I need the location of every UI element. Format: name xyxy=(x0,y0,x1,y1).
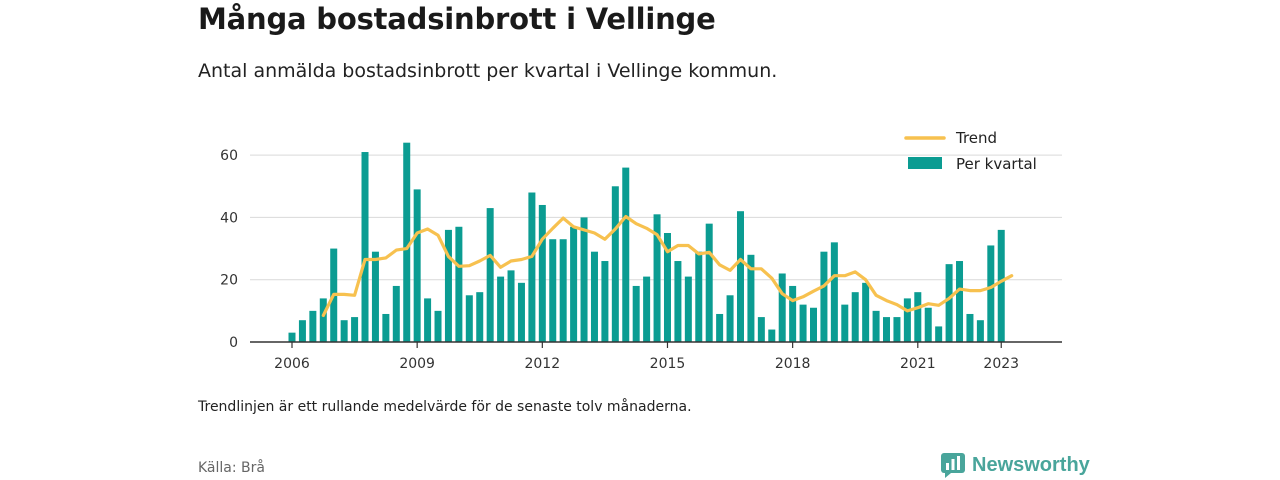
x-tick-label-2012: 2012 xyxy=(524,356,560,372)
bar-64 xyxy=(956,261,964,342)
bar-7 xyxy=(361,152,369,342)
bar-62 xyxy=(935,326,943,342)
bar-14 xyxy=(434,310,442,342)
legend-trend-label: Trend xyxy=(955,129,997,147)
bar-2 xyxy=(309,310,317,342)
bar-0 xyxy=(288,332,296,342)
x-tick-label-2023: 2023 xyxy=(983,356,1019,372)
bar-63 xyxy=(945,264,953,342)
bar-16 xyxy=(455,226,463,342)
bar-60 xyxy=(914,292,922,342)
bar-11 xyxy=(403,142,411,342)
bar-21 xyxy=(507,270,515,342)
bar-41 xyxy=(716,313,724,342)
bar-67 xyxy=(987,245,995,342)
bar-32 xyxy=(622,167,630,342)
bar-50 xyxy=(810,307,817,342)
bar-49 xyxy=(799,304,807,342)
bar-10 xyxy=(392,285,400,342)
bar-58 xyxy=(893,317,901,342)
bar-23 xyxy=(528,192,536,342)
bar-55 xyxy=(862,282,870,342)
bar-46 xyxy=(768,329,776,342)
newsworthy-logo-text: Newsworthy xyxy=(972,453,1090,476)
bar-37 xyxy=(674,261,682,342)
bar-68 xyxy=(997,229,1005,342)
newsworthy-logo-icon xyxy=(941,453,965,478)
y-tick-label-20: 20 xyxy=(220,273,238,289)
bar-28 xyxy=(580,217,588,342)
x-tick-label-2009: 2009 xyxy=(399,356,435,372)
bar-36 xyxy=(663,233,671,342)
bar-15 xyxy=(444,229,452,342)
bar-44 xyxy=(747,254,755,342)
bar-22 xyxy=(517,282,525,342)
chart-title: Många bostadsinbrott i Vellinge xyxy=(198,2,716,36)
bar-20 xyxy=(497,276,505,342)
bar-8 xyxy=(371,251,379,342)
legend-bar-swatch xyxy=(908,157,942,169)
bar-38 xyxy=(684,276,692,342)
bar-40 xyxy=(705,223,713,342)
bar-9 xyxy=(382,313,390,342)
bar-17 xyxy=(465,295,473,342)
bar-12 xyxy=(413,189,421,342)
legend-bar-label: Per kvartal xyxy=(956,155,1037,173)
bar-25 xyxy=(549,239,557,342)
x-tick-label-2018: 2018 xyxy=(775,356,811,372)
bar-61 xyxy=(924,307,932,342)
bar-39 xyxy=(695,251,703,342)
bar-31 xyxy=(611,186,619,342)
bar-47 xyxy=(778,273,786,342)
bars xyxy=(288,142,1005,342)
bar-13 xyxy=(424,298,432,342)
source-label: Källa: Brå xyxy=(198,460,265,476)
bar-53 xyxy=(841,304,849,342)
trend-line-layer xyxy=(321,214,1014,318)
bar-54 xyxy=(851,292,859,342)
x-tick-label-2015: 2015 xyxy=(650,356,686,372)
bar-65 xyxy=(966,313,974,342)
bar-24 xyxy=(538,204,546,342)
bar-66 xyxy=(976,320,984,342)
bar-59 xyxy=(903,298,911,342)
footnote: Trendlinjen är ett rullande medelvärde f… xyxy=(198,399,692,415)
newsworthy-logo: Newsworthy xyxy=(940,451,1090,479)
bar-42 xyxy=(726,295,734,342)
bar-1 xyxy=(298,320,306,342)
bar-56 xyxy=(872,310,880,342)
bar-27 xyxy=(570,226,578,342)
bar-18 xyxy=(476,292,484,342)
bar-45 xyxy=(757,317,765,342)
bar-19 xyxy=(486,208,494,342)
bar-30 xyxy=(601,261,609,342)
bar-line-chart: 0 20 40 60 2006 2009 2012 2015 2018 2021 2023 Tren… xyxy=(220,129,1062,372)
bar-33 xyxy=(632,285,640,342)
bar-35 xyxy=(653,214,661,342)
bar-26 xyxy=(559,239,567,342)
bar-43 xyxy=(736,211,744,342)
legend: Trend Per kvartal xyxy=(904,129,1037,173)
bar-5 xyxy=(340,320,348,342)
axes: 0 20 40 60 2006 2009 2012 2015 2018 2021 2023 xyxy=(220,148,1062,372)
bar-29 xyxy=(590,251,598,342)
bar-52 xyxy=(830,242,838,342)
bar-48 xyxy=(789,285,797,342)
y-tick-label-60: 60 xyxy=(220,148,238,164)
x-tick-label-2021: 2021 xyxy=(900,356,936,372)
bar-3 xyxy=(319,298,327,342)
trend-line xyxy=(321,214,1014,318)
y-tick-label-0: 0 xyxy=(229,335,238,351)
bar-34 xyxy=(643,276,651,342)
bar-57 xyxy=(883,317,891,342)
bar-51 xyxy=(820,251,828,342)
y-tick-label-40: 40 xyxy=(220,210,238,226)
chart-subtitle: Antal anmälda bostadsinbrott per kvartal… xyxy=(198,60,778,82)
x-tick-label-2006: 2006 xyxy=(274,356,310,372)
bar-6 xyxy=(351,317,359,342)
